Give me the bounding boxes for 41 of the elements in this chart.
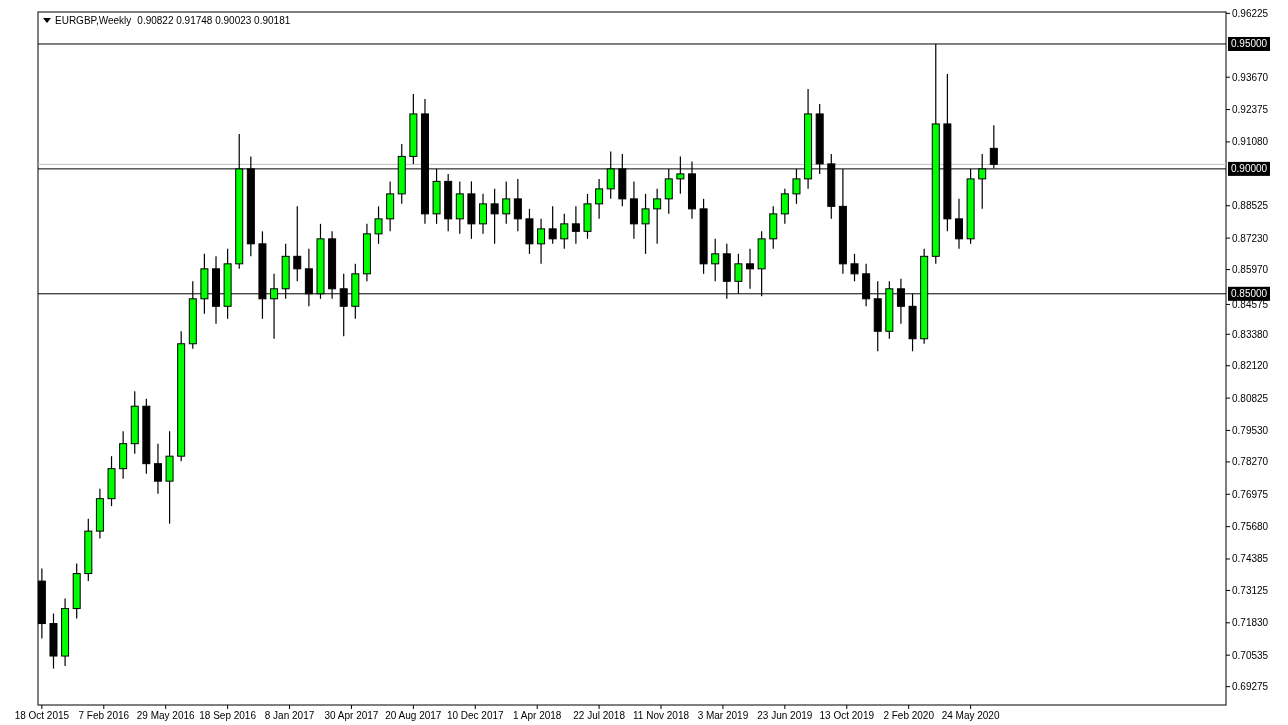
y-tick-label: 0.79530 — [1232, 424, 1269, 436]
x-tick-label: 20 Aug 2017 — [385, 710, 442, 721]
y-tick-label: 0.75680 — [1232, 521, 1269, 533]
chart-subtitle: 0.90822 0.91748 0.90023 0.90181 — [137, 15, 291, 26]
x-tick-label: 29 May 2016 — [136, 710, 196, 721]
x-tick-label: 24 May 2020 — [941, 710, 1000, 721]
y-tick-label: 0.91080 — [1232, 136, 1269, 148]
x-tick-label: 18 Sep 2016 — [199, 710, 257, 721]
y-tick-label: 0.85970 — [1232, 264, 1269, 276]
x-tick-label: 7 Feb 2016 — [78, 710, 130, 721]
y-tick-label: 0.96225 — [1232, 7, 1269, 19]
y-tick-label: 0.87230 — [1232, 232, 1269, 244]
y-tick-label: 0.88525 — [1232, 200, 1269, 212]
x-tick-label: 2 Feb 2020 — [883, 710, 935, 721]
x-tick-label: 30 Apr 2017 — [324, 710, 379, 721]
y-tick-label: 0.82120 — [1232, 360, 1269, 372]
x-tick-label: 18 Oct 2015 — [14, 710, 70, 721]
y-tick-label: 0.78270 — [1232, 456, 1269, 468]
x-tick-label: 22 Jul 2018 — [573, 710, 626, 721]
y-tick-label: 0.92375 — [1232, 104, 1269, 116]
y-tick-label: 0.80825 — [1232, 392, 1269, 404]
x-tick-label: 11 Nov 2018 — [633, 710, 690, 721]
ref-line-label: 0.90000 — [1231, 163, 1268, 175]
ref-line-label: 0.85000 — [1231, 288, 1268, 300]
y-tick-label: 0.84575 — [1232, 298, 1269, 310]
x-tick-label: 1 Apr 2018 — [513, 710, 562, 721]
x-tick-label: 13 Oct 2019 — [819, 710, 875, 721]
y-tick-label: 0.76975 — [1232, 488, 1269, 500]
y-tick-label: 0.93670 — [1232, 71, 1269, 83]
x-tick-label: 3 Mar 2019 — [697, 710, 749, 721]
ref-line-label: 0.95000 — [1231, 38, 1268, 50]
x-tick-label: 8 Jan 2017 — [264, 710, 315, 721]
y-tick-label: 0.69275 — [1232, 681, 1269, 693]
y-tick-label: 0.70535 — [1232, 649, 1269, 661]
x-tick-label: 23 Jun 2019 — [757, 710, 813, 721]
y-tick-label: 0.83380 — [1232, 328, 1269, 340]
chart-title: EURGBP,Weekly — [55, 15, 132, 26]
y-tick-label: 0.73125 — [1232, 584, 1269, 596]
y-tick-label: 0.71830 — [1232, 617, 1269, 629]
x-tick-label: 10 Dec 2017 — [446, 710, 505, 721]
y-tick-label: 0.74385 — [1232, 553, 1269, 565]
